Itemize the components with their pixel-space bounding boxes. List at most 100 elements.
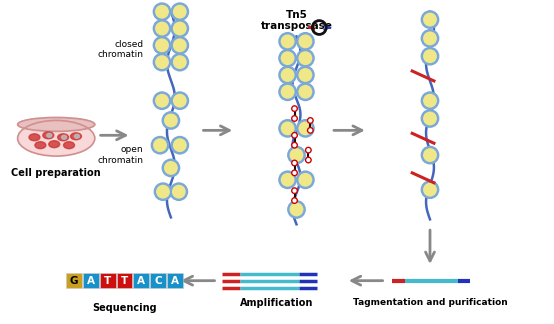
Ellipse shape	[18, 118, 95, 131]
Circle shape	[173, 38, 187, 52]
Circle shape	[278, 49, 297, 68]
Circle shape	[290, 148, 304, 162]
Text: T: T	[121, 276, 128, 286]
Circle shape	[278, 32, 297, 51]
Circle shape	[292, 188, 297, 193]
Text: Tn5
transposase: Tn5 transposase	[260, 10, 332, 31]
Circle shape	[172, 185, 186, 199]
Circle shape	[281, 122, 295, 135]
FancyBboxPatch shape	[100, 273, 116, 288]
Ellipse shape	[74, 134, 79, 138]
Circle shape	[420, 91, 439, 110]
Circle shape	[423, 111, 437, 125]
FancyBboxPatch shape	[66, 273, 82, 288]
Ellipse shape	[35, 142, 46, 149]
Circle shape	[292, 198, 297, 203]
Text: C: C	[154, 276, 162, 286]
Circle shape	[299, 51, 312, 65]
Circle shape	[171, 91, 189, 110]
Circle shape	[164, 113, 178, 127]
FancyBboxPatch shape	[167, 273, 183, 288]
Text: Amplification: Amplification	[240, 298, 314, 308]
Circle shape	[309, 119, 312, 122]
Circle shape	[299, 85, 312, 99]
Circle shape	[299, 173, 312, 187]
Circle shape	[309, 129, 312, 132]
Text: Cell preparation: Cell preparation	[12, 168, 101, 178]
Circle shape	[278, 65, 297, 84]
Text: A: A	[171, 276, 179, 286]
Circle shape	[290, 202, 304, 216]
Text: open
chromatin: open chromatin	[97, 145, 143, 165]
Text: A: A	[137, 276, 145, 286]
Circle shape	[173, 138, 187, 152]
Text: G: G	[70, 276, 78, 286]
FancyBboxPatch shape	[134, 273, 149, 288]
Circle shape	[155, 22, 169, 35]
Circle shape	[173, 5, 187, 18]
FancyBboxPatch shape	[150, 273, 166, 288]
Circle shape	[423, 94, 437, 108]
Circle shape	[173, 22, 187, 35]
Ellipse shape	[49, 141, 60, 148]
Circle shape	[162, 158, 180, 177]
Circle shape	[420, 109, 439, 128]
Ellipse shape	[64, 142, 74, 149]
Circle shape	[152, 19, 171, 38]
Ellipse shape	[47, 133, 52, 137]
Circle shape	[281, 51, 295, 65]
Circle shape	[155, 94, 169, 108]
Circle shape	[420, 180, 439, 199]
Circle shape	[293, 189, 296, 192]
Circle shape	[171, 136, 189, 155]
Circle shape	[155, 55, 169, 69]
Circle shape	[420, 47, 439, 65]
Circle shape	[292, 143, 297, 148]
Circle shape	[152, 91, 171, 110]
Circle shape	[293, 134, 296, 137]
Circle shape	[293, 162, 296, 164]
Circle shape	[296, 119, 315, 138]
Circle shape	[299, 122, 312, 135]
Circle shape	[420, 146, 439, 165]
Ellipse shape	[29, 134, 40, 141]
Circle shape	[296, 32, 315, 51]
Circle shape	[287, 200, 306, 219]
Circle shape	[281, 85, 295, 99]
Circle shape	[278, 119, 297, 138]
Circle shape	[307, 128, 313, 133]
Circle shape	[292, 116, 297, 121]
Circle shape	[152, 2, 171, 21]
Ellipse shape	[43, 132, 54, 139]
Circle shape	[153, 138, 167, 152]
Ellipse shape	[58, 134, 69, 141]
Text: Sequencing: Sequencing	[93, 303, 157, 313]
Circle shape	[155, 5, 169, 18]
Circle shape	[281, 68, 295, 82]
Circle shape	[299, 34, 312, 48]
FancyBboxPatch shape	[83, 273, 99, 288]
Circle shape	[153, 182, 172, 201]
Circle shape	[306, 157, 311, 163]
Text: Tagmentation and purification: Tagmentation and purification	[352, 298, 507, 307]
Circle shape	[292, 160, 297, 166]
Circle shape	[307, 159, 310, 161]
Text: closed
chromatin: closed chromatin	[97, 40, 143, 59]
Circle shape	[307, 118, 313, 123]
Circle shape	[293, 199, 296, 202]
Text: T: T	[104, 276, 111, 286]
Circle shape	[292, 106, 297, 111]
Circle shape	[292, 170, 297, 176]
Circle shape	[292, 133, 297, 138]
Circle shape	[293, 117, 296, 120]
Circle shape	[299, 68, 312, 82]
Circle shape	[171, 36, 189, 55]
Circle shape	[296, 49, 315, 68]
Circle shape	[170, 182, 188, 201]
Circle shape	[293, 107, 296, 110]
Circle shape	[173, 94, 187, 108]
Circle shape	[281, 34, 295, 48]
Circle shape	[171, 2, 189, 21]
Circle shape	[420, 10, 439, 29]
Text: A: A	[87, 276, 95, 286]
